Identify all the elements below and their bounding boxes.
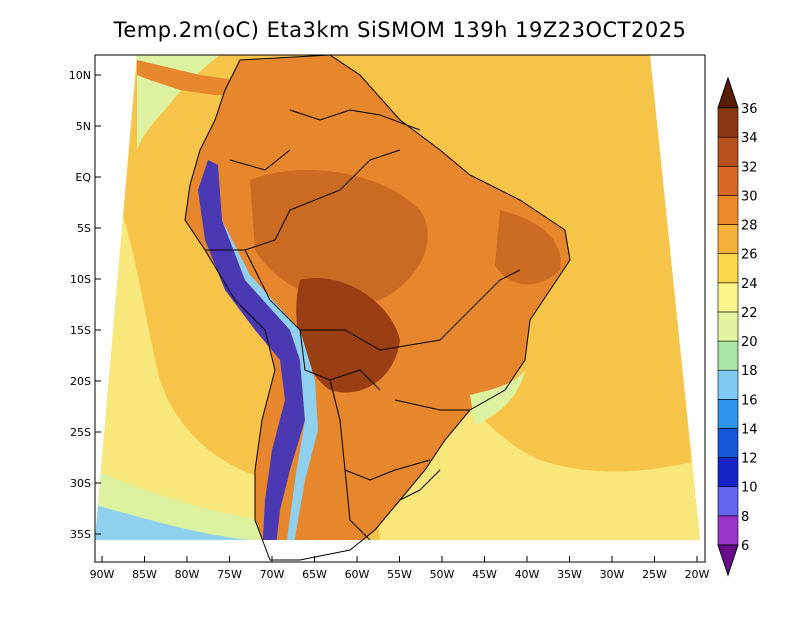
colorbar-label: 22 <box>741 306 758 321</box>
colorbar-label: 10 <box>741 481 758 496</box>
colorbar-box <box>717 253 739 284</box>
lon-label: 80W <box>175 568 200 581</box>
lat-label: 5N <box>76 120 91 133</box>
colorbar-box <box>717 107 739 138</box>
lon-label: 60W <box>345 568 370 581</box>
colorbar-box <box>717 136 739 167</box>
colorbar-label: 8 <box>741 510 749 525</box>
lon-label: 90W <box>90 568 115 581</box>
colorbar-box <box>717 399 739 429</box>
model-domain <box>95 55 700 540</box>
atlantic-mild-zone <box>360 300 700 540</box>
colorbar-label: 24 <box>741 277 758 292</box>
hot-zone-amazon <box>250 170 428 303</box>
lat-label: 15S <box>70 324 91 337</box>
lon-label: 50W <box>430 568 455 581</box>
colorbar-label: 26 <box>741 248 758 263</box>
colorbar-label: 28 <box>741 219 758 234</box>
lat-label: EQ <box>75 171 91 184</box>
colorbar-label: 30 <box>741 189 758 204</box>
lon-label: 70W <box>260 568 285 581</box>
pacific-mild-zone <box>95 150 270 540</box>
colorbar-box <box>717 457 739 488</box>
andes-cold-stripe <box>198 160 305 540</box>
lat-label: 35S <box>70 528 91 541</box>
colorbar-box <box>717 165 739 196</box>
colorbar-label: 36 <box>741 102 758 117</box>
colorbar: 6 8 10 12 14 16 18 20 22 24 26 28 30 32 34 36 <box>717 76 758 577</box>
lon-label: 35W <box>557 568 582 581</box>
lat-label: 5S <box>77 222 91 235</box>
colorbar-label: 14 <box>741 422 758 437</box>
lon-label: 40W <box>515 568 540 581</box>
colorbar-box <box>717 486 739 517</box>
lon-label: 30W <box>600 568 625 581</box>
colorbar-label: 34 <box>741 131 758 146</box>
colorbar-box <box>717 369 739 400</box>
colorbar-box <box>717 195 739 225</box>
colorbar-box <box>717 340 739 371</box>
colorbar-box <box>717 282 739 313</box>
country-borders <box>184 54 571 561</box>
lon-label: 85W <box>132 568 157 581</box>
lat-label: 30S <box>70 477 91 490</box>
lon-label: 55W <box>387 568 412 581</box>
map-title: Temp.2m(oC) Eta3km SiSMOM 139h 19Z23OCT2… <box>113 18 687 42</box>
lat-label: 20S <box>70 375 91 388</box>
colorbar-box <box>717 311 739 342</box>
colorbar-box <box>717 515 739 546</box>
colorbar-max-arrow <box>717 76 739 109</box>
lon-label: 25W <box>642 568 667 581</box>
central-america-land <box>137 60 240 95</box>
lon-label: 20W <box>685 568 710 581</box>
colorbar-min-arrow <box>717 544 739 577</box>
colorbar-label: 16 <box>741 393 758 408</box>
lon-label: 45W <box>472 568 497 581</box>
colorbar-label: 18 <box>741 364 758 379</box>
southeast-coast-cool <box>470 370 525 425</box>
colorbar-label: 6 <box>741 539 749 554</box>
colorbar-box <box>717 428 739 458</box>
lat-label: 10S <box>70 273 91 286</box>
lon-label: 65W <box>302 568 327 581</box>
lon-label: 75W <box>217 568 242 581</box>
colorbar-label: 12 <box>741 452 758 467</box>
hot-zone-northeast <box>495 210 561 285</box>
colorbar-label: 32 <box>741 160 758 175</box>
map-axes: 10N 5N EQ 5S 10S 15S 20S 25S 30S 35S 90W 85W 80W 75W 7… <box>69 54 710 581</box>
southern-cold-zone <box>95 505 250 540</box>
lat-label: 10N <box>69 69 91 82</box>
lat-label: 25S <box>70 426 91 439</box>
hot-zone-central <box>296 278 400 393</box>
colorbar-box <box>717 224 739 254</box>
colorbar-label: 20 <box>741 335 758 350</box>
